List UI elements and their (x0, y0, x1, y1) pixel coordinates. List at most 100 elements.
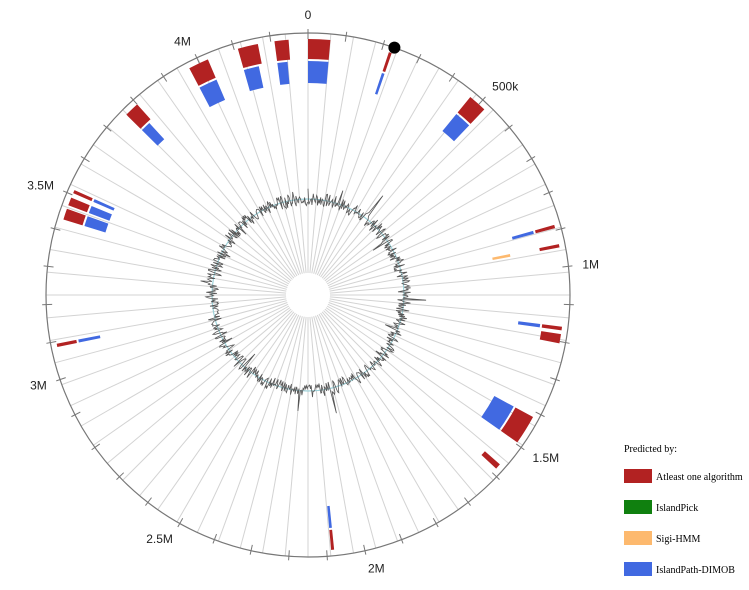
tick-label: 4M (174, 34, 191, 48)
island-atleast[interactable] (534, 224, 556, 234)
island-atleast[interactable] (500, 407, 534, 443)
legend-swatch-sigi-hmm (624, 531, 652, 545)
tick-mark (43, 265, 54, 268)
tick-mark (130, 96, 138, 105)
tick-mark (432, 517, 439, 528)
tick-mark (526, 156, 536, 163)
radial-line (106, 308, 292, 464)
radial-line (93, 307, 291, 446)
island-atleast[interactable] (126, 104, 151, 129)
island-islandpath[interactable] (141, 123, 165, 146)
radial-line (329, 226, 562, 290)
legend-swatch-islandpick (624, 500, 652, 514)
tick-mark (177, 517, 184, 528)
island-islandpath[interactable] (374, 72, 385, 95)
tick-mark (559, 341, 570, 344)
radial-line (70, 183, 289, 287)
origin-marker-dot[interactable] (388, 41, 401, 54)
radial-line (320, 312, 459, 510)
island-atleast[interactable] (481, 451, 500, 469)
radial-line (324, 126, 510, 282)
radial-line (318, 67, 440, 277)
island-atleast[interactable] (308, 39, 331, 60)
radial-line (61, 302, 288, 386)
tick-mark (344, 31, 348, 42)
island-sigi[interactable] (492, 254, 511, 261)
tick-mark (268, 31, 272, 42)
legend-swatch-islandpath-dimob (624, 562, 652, 576)
island-atleast[interactable] (539, 244, 560, 252)
island-islandpath[interactable] (243, 66, 264, 92)
tick-mark (56, 377, 66, 382)
radial-grid-lines (46, 33, 570, 557)
radial-line (327, 303, 546, 407)
island-islandpath[interactable] (327, 505, 332, 529)
radial-line (311, 316, 354, 554)
tick-mark (535, 411, 545, 418)
gc-content-line (200, 188, 427, 414)
tick-mark (515, 443, 525, 451)
island-atleast[interactable] (68, 197, 90, 213)
radial-line (46, 271, 287, 294)
tick-label: 3M (30, 378, 47, 392)
tick-mark (62, 190, 73, 196)
island-islandpath[interactable] (93, 199, 115, 211)
radial-line (309, 316, 332, 557)
tick-mark (398, 533, 404, 544)
tick-mark (50, 227, 61, 231)
tick-label: 500k (492, 79, 519, 93)
island-atleast[interactable] (541, 324, 563, 331)
tick-mark (71, 411, 81, 418)
island-atleast[interactable] (63, 208, 86, 226)
radial-line (316, 314, 420, 533)
radial-line (139, 311, 295, 497)
radial-line (262, 316, 305, 554)
tick-label: 3.5M (27, 178, 54, 192)
tick-mark (448, 72, 456, 82)
tick-mark (194, 53, 200, 64)
radial-line (311, 36, 354, 274)
island-islandpath[interactable] (442, 114, 470, 142)
island-atleast[interactable] (329, 529, 335, 550)
radial-line (106, 126, 292, 282)
island-islandpath[interactable] (277, 61, 290, 85)
tick-label: 2M (368, 561, 385, 575)
island-islandpath[interactable] (481, 396, 514, 430)
tick-mark (91, 443, 101, 451)
radial-line (320, 80, 459, 278)
tick-mark (160, 72, 168, 82)
island-islandpath[interactable] (511, 230, 534, 240)
tick-mark (212, 533, 218, 544)
radial-line (318, 313, 440, 523)
radial-line (176, 313, 298, 523)
legend-title: Predicted by: (624, 444, 677, 455)
tick-mark (543, 190, 554, 196)
island-atleast[interactable] (539, 331, 561, 344)
tick-label: 0 (305, 8, 312, 22)
tick-mark (80, 156, 90, 163)
island-islandpath[interactable] (517, 321, 541, 328)
island-islandpath[interactable] (88, 206, 112, 221)
radial-line (323, 310, 494, 481)
island-islandpath[interactable] (78, 335, 101, 343)
radial-line (157, 312, 296, 510)
tick-mark (416, 53, 422, 64)
island-atleast[interactable] (457, 97, 485, 124)
island-atleast[interactable] (274, 39, 291, 62)
island-atleast[interactable] (56, 339, 77, 348)
radial-line (329, 296, 570, 319)
tick-label: 2.5M (146, 532, 173, 546)
island-atleast[interactable] (382, 52, 392, 72)
legend-item-islandpick: IslandPick (624, 500, 698, 514)
radial-line (217, 315, 301, 542)
island-atleast[interactable] (73, 190, 93, 202)
island-islandpath[interactable] (84, 216, 109, 233)
radial-line (80, 305, 290, 427)
legend-label-islandpick: IslandPick (656, 503, 698, 514)
island-islandpath[interactable] (308, 61, 329, 84)
island-atleast[interactable] (237, 43, 262, 69)
radial-line (328, 302, 555, 386)
island-islandpath[interactable] (199, 79, 226, 108)
island-atleast[interactable] (189, 59, 216, 86)
